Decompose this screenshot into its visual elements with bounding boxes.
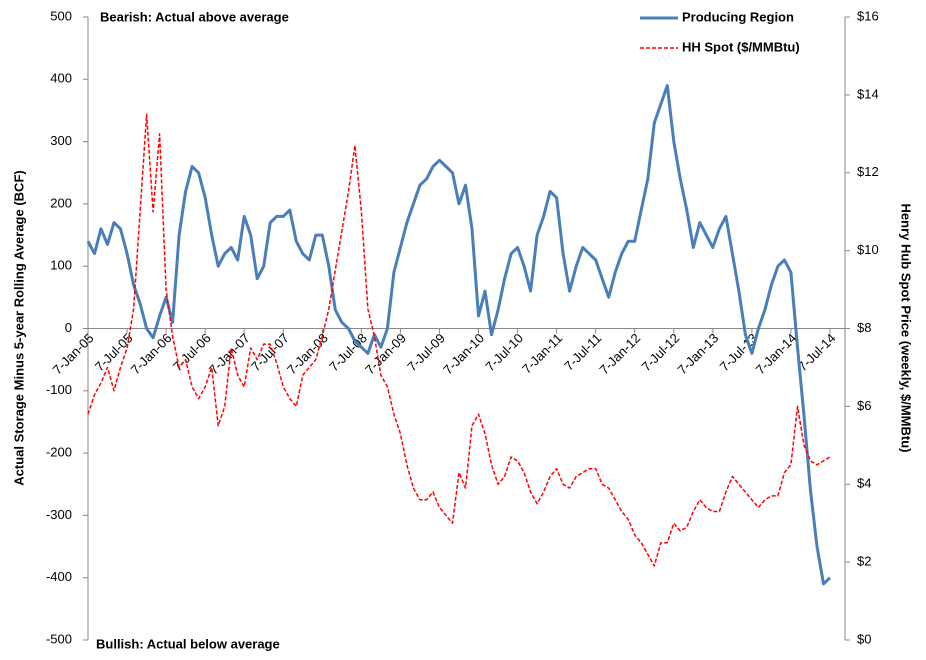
y2-tick-label: $16 bbox=[857, 8, 879, 23]
y-tick-label: 0 bbox=[65, 320, 72, 335]
y2-tick-label: $4 bbox=[857, 476, 871, 491]
legend-label: HH Spot ($/MMBtu) bbox=[682, 39, 800, 54]
y2-tick-label: $12 bbox=[857, 164, 879, 179]
y2-tick-label: $10 bbox=[857, 242, 879, 257]
x-tick-label: 7-Jul-14 bbox=[795, 330, 839, 374]
x-tick-label: 7-Jan-13 bbox=[675, 330, 722, 377]
y-tick-label: 500 bbox=[50, 8, 72, 23]
x-tick-label: 7-Jan-12 bbox=[596, 330, 643, 377]
series-line bbox=[87, 113, 831, 567]
y-tick-label: -400 bbox=[46, 569, 72, 584]
series-line bbox=[86, 84, 832, 586]
y-tick-label: -300 bbox=[46, 507, 72, 522]
y-tick-label: 100 bbox=[50, 258, 72, 273]
y2-tick-label: $0 bbox=[857, 631, 871, 646]
annotation: Bullish: Actual below average bbox=[96, 636, 280, 651]
y-tick-label: -100 bbox=[46, 382, 72, 397]
x-tick-label: 7-Jan-14 bbox=[753, 330, 800, 377]
y2-axis-label: Henry Hub Spot Price (weekly, $/MMBtu) bbox=[899, 204, 914, 453]
y2-tick-label: $6 bbox=[857, 398, 871, 413]
annotation: Bearish: Actual above average bbox=[100, 9, 289, 24]
x-tick-label: 7-Jan-10 bbox=[440, 330, 487, 377]
y2-tick-label: $2 bbox=[857, 554, 871, 569]
y2-tick-label: $8 bbox=[857, 320, 871, 335]
legend-label: Producing Region bbox=[682, 9, 794, 24]
y-tick-label: 400 bbox=[50, 71, 72, 86]
y-tick-label: 200 bbox=[50, 195, 72, 210]
y-axis-label: Actual Storage Minus 5-year Rolling Aver… bbox=[11, 170, 26, 485]
y-tick-label: -500 bbox=[46, 631, 72, 646]
y2-tick-label: $14 bbox=[857, 86, 879, 101]
x-tick-label: 7-Jan-05 bbox=[50, 330, 97, 377]
y-tick-label: 300 bbox=[50, 133, 72, 148]
x-tick-label: 7-Jan-11 bbox=[519, 330, 565, 376]
y-tick-label: -200 bbox=[46, 445, 72, 460]
